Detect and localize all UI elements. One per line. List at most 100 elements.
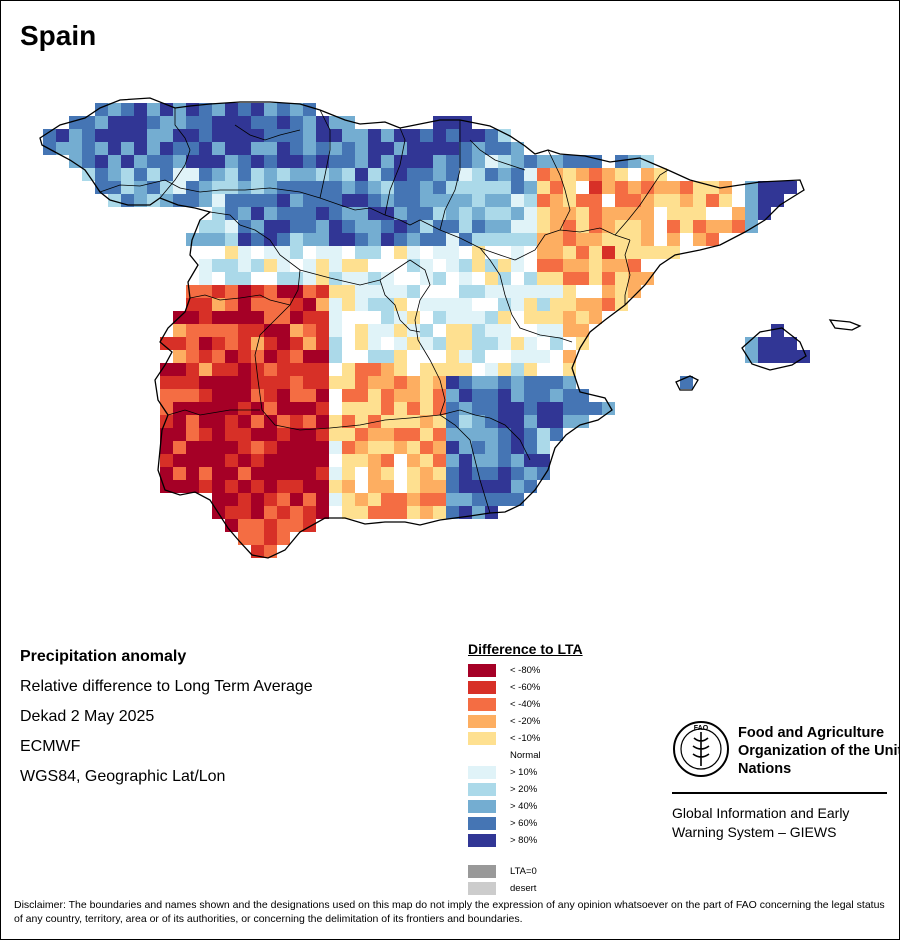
grid-cell [472,493,485,506]
grid-cell [173,402,186,415]
grid-cell [316,454,329,467]
grid-cell [238,116,251,129]
grid-cell [329,428,342,441]
grid-cell [407,246,420,259]
grid-cell [485,467,498,480]
grid-cell [394,142,407,155]
grid-cell [303,168,316,181]
grid-cell [134,116,147,129]
grid-cell [537,181,550,194]
grid-cell [251,454,264,467]
grid-cell [550,207,563,220]
grid-cell [173,142,186,155]
grid-cell [342,363,355,376]
grid-cell [511,233,524,246]
grid-cell [173,324,186,337]
grid-cell [576,389,589,402]
grid-cell [368,233,381,246]
grid-cell [433,246,446,259]
grid-cell [56,129,69,142]
grid-cell [433,376,446,389]
grid-cell [173,350,186,363]
grid-cell [290,142,303,155]
grid-cell [420,415,433,428]
branding-divider [672,792,887,794]
grid-cell [420,493,433,506]
grid-cell [498,220,511,233]
legend-label: LTA=0 [510,866,537,877]
grid-cell [563,376,576,389]
legend-item: < -10% [468,730,583,747]
grid-cell [654,194,667,207]
grid-cell [537,259,550,272]
grid-cell [641,220,654,233]
grid-cell [186,285,199,298]
grid-cell [199,298,212,311]
grid-cell [316,233,329,246]
grid-cell [446,207,459,220]
grid-cell [407,428,420,441]
grid-cell [290,220,303,233]
grid-cell [368,311,381,324]
grid-cell [394,363,407,376]
grid-cell [394,402,407,415]
grid-cell [238,259,251,272]
ibiza-border [675,375,699,391]
grid-cell [537,454,550,467]
legend-item: < -20% [468,713,583,730]
grid-cell [706,220,719,233]
grid-cell [355,376,368,389]
grid-cell [199,194,212,207]
grid-cell [329,298,342,311]
grid-cell [758,194,771,207]
grid-cell [199,233,212,246]
grid-cell [303,220,316,233]
grid-cell [693,207,706,220]
grid-cell [238,506,251,519]
grid-cell [238,389,251,402]
grid-cell [251,181,264,194]
grid-cell [420,259,433,272]
grid-cell [264,506,277,519]
grid-cell [602,220,615,233]
grid-cell [576,194,589,207]
grid-cell [368,467,381,480]
grid-cell [459,415,472,428]
grid-cell [420,480,433,493]
grid-cell [290,519,303,532]
grid-cell [745,194,758,207]
grid-cell [368,181,381,194]
grid-cell [394,220,407,233]
grid-cell [394,285,407,298]
legend-item: < -60% [468,679,583,696]
grid-cell [225,285,238,298]
grid-cell [342,155,355,168]
grid-cell [394,441,407,454]
grid-cell [121,168,134,181]
grid-cell [459,298,472,311]
grid-cell [212,272,225,285]
grid-cell [264,272,277,285]
legend-item: < -80% [468,662,583,679]
grid-cell [342,129,355,142]
grid-cell [563,337,576,350]
grid-cell [524,311,537,324]
grid-cell [498,480,511,493]
grid-cell [563,402,576,415]
grid-cell [264,285,277,298]
grid-cell [615,155,628,168]
grid-cell [433,441,446,454]
grid-cell [251,168,264,181]
grid-cell [511,181,524,194]
grid-cell [459,194,472,207]
grid-cell [342,493,355,506]
grid-cell [355,363,368,376]
map-title: Spain [20,20,97,51]
grid-cell [134,181,147,194]
grid-cell [381,233,394,246]
map-info: Precipitation anomaly Relative differenc… [20,646,313,796]
grid-cell [407,285,420,298]
grid-cell [381,155,394,168]
grid-cell [82,155,95,168]
grid-cell [212,103,225,116]
